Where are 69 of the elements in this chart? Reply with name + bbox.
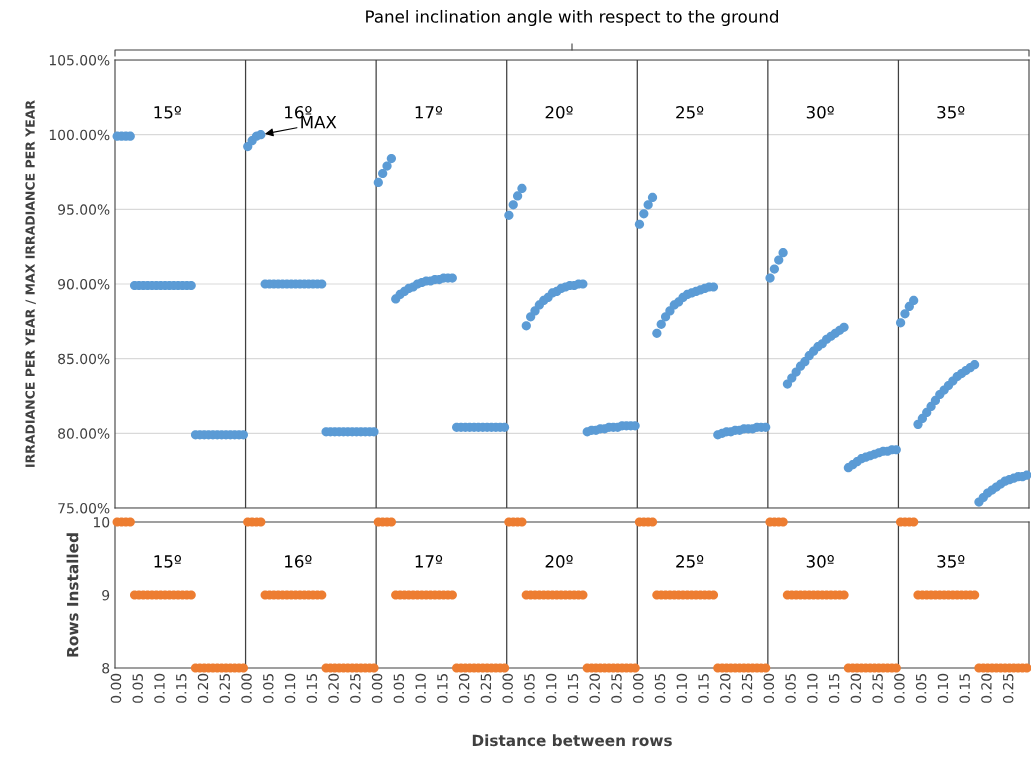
x-tick-label: 0.10 [807, 673, 818, 703]
annotation: 25º [676, 555, 704, 568]
annotation: 15º [154, 555, 181, 568]
annotation: 17º [415, 105, 443, 119]
y-tick-label: 10 [93, 516, 110, 528]
annotation: 17º [415, 555, 443, 568]
x-tick-label: 0.15 [175, 674, 187, 703]
annotation: 16º [285, 555, 312, 568]
x-tick-label: 0.15 [437, 674, 448, 703]
x-tick-label: 0.10 [415, 673, 426, 703]
x-tick-label: 0.20 [850, 673, 862, 703]
chart-title: Panel inclination angle with respect to the ground [366, 9, 778, 27]
x-tick-label: 0.15 [698, 674, 709, 703]
x-tick-label: 0.20 [458, 673, 470, 703]
y-tick-label: 75.00% [58, 502, 110, 514]
x-tick-label: 0.25 [480, 674, 492, 703]
x-tick-label: 0.25 [872, 674, 883, 703]
x-tick-label: 0.00 [632, 673, 644, 703]
x-tick-label: 0.05 [263, 674, 274, 703]
annotation: 35º [937, 555, 965, 568]
x-tick-label: 0.15 [567, 674, 579, 703]
y-tick-label: 9 [102, 589, 110, 601]
x-tick-label: 0.00 [241, 673, 252, 703]
y-tick-label: 95.00% [58, 204, 110, 215]
x-tick-label: 0.05 [785, 674, 796, 703]
x-tick-label: 0.10 [937, 673, 949, 703]
annotation: 30º [806, 105, 834, 119]
x-tick-label: 0.15 [306, 674, 318, 703]
x-tick-label: 0.20 [981, 673, 992, 703]
x-tick-label: 0.20 [328, 673, 339, 703]
y-axis-title: IRRADIANCE PER YEAR / MAX IRRADIANCE PER YEAR [25, 100, 36, 467]
x-tick-label: 0.25 [219, 674, 231, 703]
x-tick-label: 0.05 [132, 674, 143, 703]
x-tick-label: 0.05 [915, 674, 927, 703]
x-tick-label: 0.05 [393, 674, 405, 703]
x-tick-label: 0.10 [154, 673, 165, 703]
x-tick-label: 0.15 [959, 674, 970, 703]
x-tick-label: 0.15 [828, 674, 840, 703]
annotation: 15º [154, 105, 181, 119]
x-tick-label: 0.00 [763, 673, 775, 703]
annotation: 25º [676, 105, 704, 119]
x-tick-label: 0.25 [350, 674, 361, 703]
x-tick-label: 0.00 [894, 673, 905, 703]
x-tick-label: 0.10 [284, 673, 296, 703]
y-tick-label: 80.00% [58, 428, 110, 439]
x-tick-label: 0.10 [676, 673, 688, 703]
x-tick-label: 0.25 [611, 674, 622, 703]
y-tick-label: 100.00% [49, 129, 110, 141]
x-tick-label: 0.20 [589, 673, 600, 703]
x-tick-label: 0.25 [1002, 674, 1014, 703]
x-tick-label: 0.00 [110, 673, 122, 703]
x-tick-label: 0.10 [545, 673, 557, 703]
y-tick-label: 8 [102, 662, 110, 674]
annotation: 20º [545, 105, 573, 119]
x-axis-title: Distance between rows [472, 734, 672, 747]
x-tick-label: 0.05 [524, 674, 535, 703]
y-tick-label: 105.00% [49, 54, 110, 66]
x-tick-label: 0.00 [502, 673, 513, 703]
x-tick-label: 0.20 [720, 673, 731, 703]
annotation: 35º [937, 105, 965, 119]
y-tick-label: 90.00% [58, 278, 110, 290]
annotation: 20º [545, 555, 573, 568]
y-axis-title: Rows Installed [66, 533, 79, 657]
y-tick-label: 85.00% [58, 353, 110, 365]
x-tick-label: 0.25 [741, 674, 753, 703]
annotation: 30º [806, 555, 834, 568]
x-tick-label: 0.20 [197, 673, 209, 703]
x-tick-label: 0.00 [371, 673, 383, 703]
x-tick-label: 0.05 [654, 674, 666, 703]
